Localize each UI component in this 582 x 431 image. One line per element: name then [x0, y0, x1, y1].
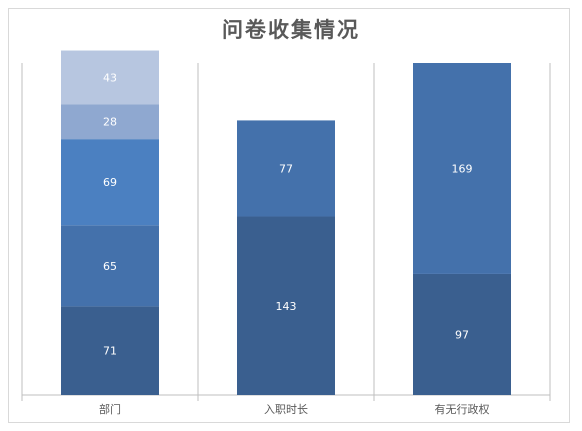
data-label: 65 — [103, 260, 117, 273]
bar-segment — [61, 50, 159, 105]
data-label: 28 — [103, 116, 117, 129]
bar-segment — [61, 306, 159, 395]
data-label: 71 — [103, 345, 117, 358]
bar-segment — [413, 63, 511, 274]
chart-title: 问卷收集情况 — [222, 17, 360, 42]
bar-segment — [237, 120, 335, 217]
x-tick-label: 有无行政权 — [435, 402, 490, 416]
data-label: 69 — [103, 176, 117, 189]
bar-segment — [413, 273, 511, 395]
x-tick-label: 部门 — [99, 402, 121, 416]
bar-segment — [237, 216, 335, 395]
bar-segment — [61, 104, 159, 140]
data-label: 97 — [455, 328, 469, 341]
bar-segment — [61, 225, 159, 307]
data-label: 77 — [279, 162, 293, 175]
data-label: 143 — [276, 300, 297, 313]
data-label: 43 — [103, 71, 117, 84]
x-tick-label: 入职时长 — [264, 403, 308, 416]
data-label: 169 — [452, 162, 473, 175]
bar-segment — [61, 139, 159, 226]
